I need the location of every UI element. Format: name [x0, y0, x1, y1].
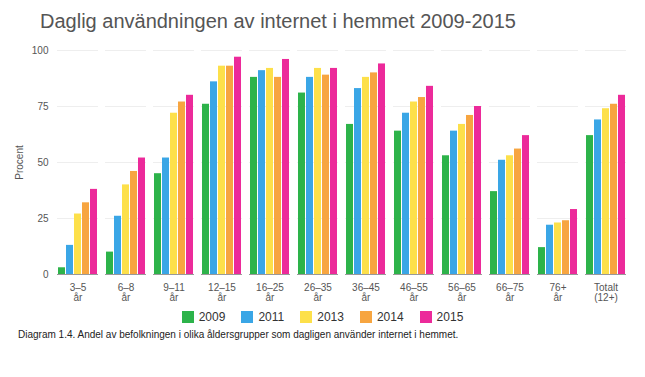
- html-text:2009: 2009: [198, 310, 226, 324]
- svg-text:26–35år: 26–35år: [304, 282, 332, 303]
- svg-text:75: 75: [37, 101, 49, 112]
- svg-text:36–45år: 36–45år: [352, 282, 380, 303]
- svg-text:3–5år: 3–5år: [70, 282, 87, 303]
- svg-text:Procent: Procent: [14, 145, 25, 180]
- svg-text:50: 50: [37, 157, 49, 168]
- html-text:2014: 2014: [376, 310, 404, 324]
- svg-text:66–75år: 66–75år: [496, 282, 524, 303]
- svg-text:9–11år: 9–11år: [163, 282, 185, 303]
- html-text:2011: 2011: [258, 310, 285, 324]
- svg-text:6–8år: 6–8år: [118, 282, 135, 303]
- svg-text:76+år: 76+år: [550, 282, 567, 303]
- svg-text:12–15år: 12–15år: [208, 282, 236, 303]
- html-text:2015: 2015: [436, 310, 464, 324]
- html-text:Daglig användningen av interne: Daglig användningen av internet i hemmet…: [40, 10, 516, 32]
- svg-text:100: 100: [32, 45, 49, 56]
- svg-text:56–65år: 56–65år: [448, 282, 476, 303]
- svg-text:Totalt(12+): Totalt(12+): [594, 282, 618, 303]
- html-text:Diagram 1.4. Andel av befolkni: Diagram 1.4. Andel av befolkningen i oli…: [18, 329, 459, 340]
- svg-text:0: 0: [43, 269, 49, 280]
- svg-text:25: 25: [37, 213, 49, 224]
- svg-text:46–55år: 46–55år: [400, 282, 428, 303]
- html-text:2013: 2013: [317, 310, 344, 324]
- svg-text:16–25år: 16–25år: [256, 282, 284, 303]
